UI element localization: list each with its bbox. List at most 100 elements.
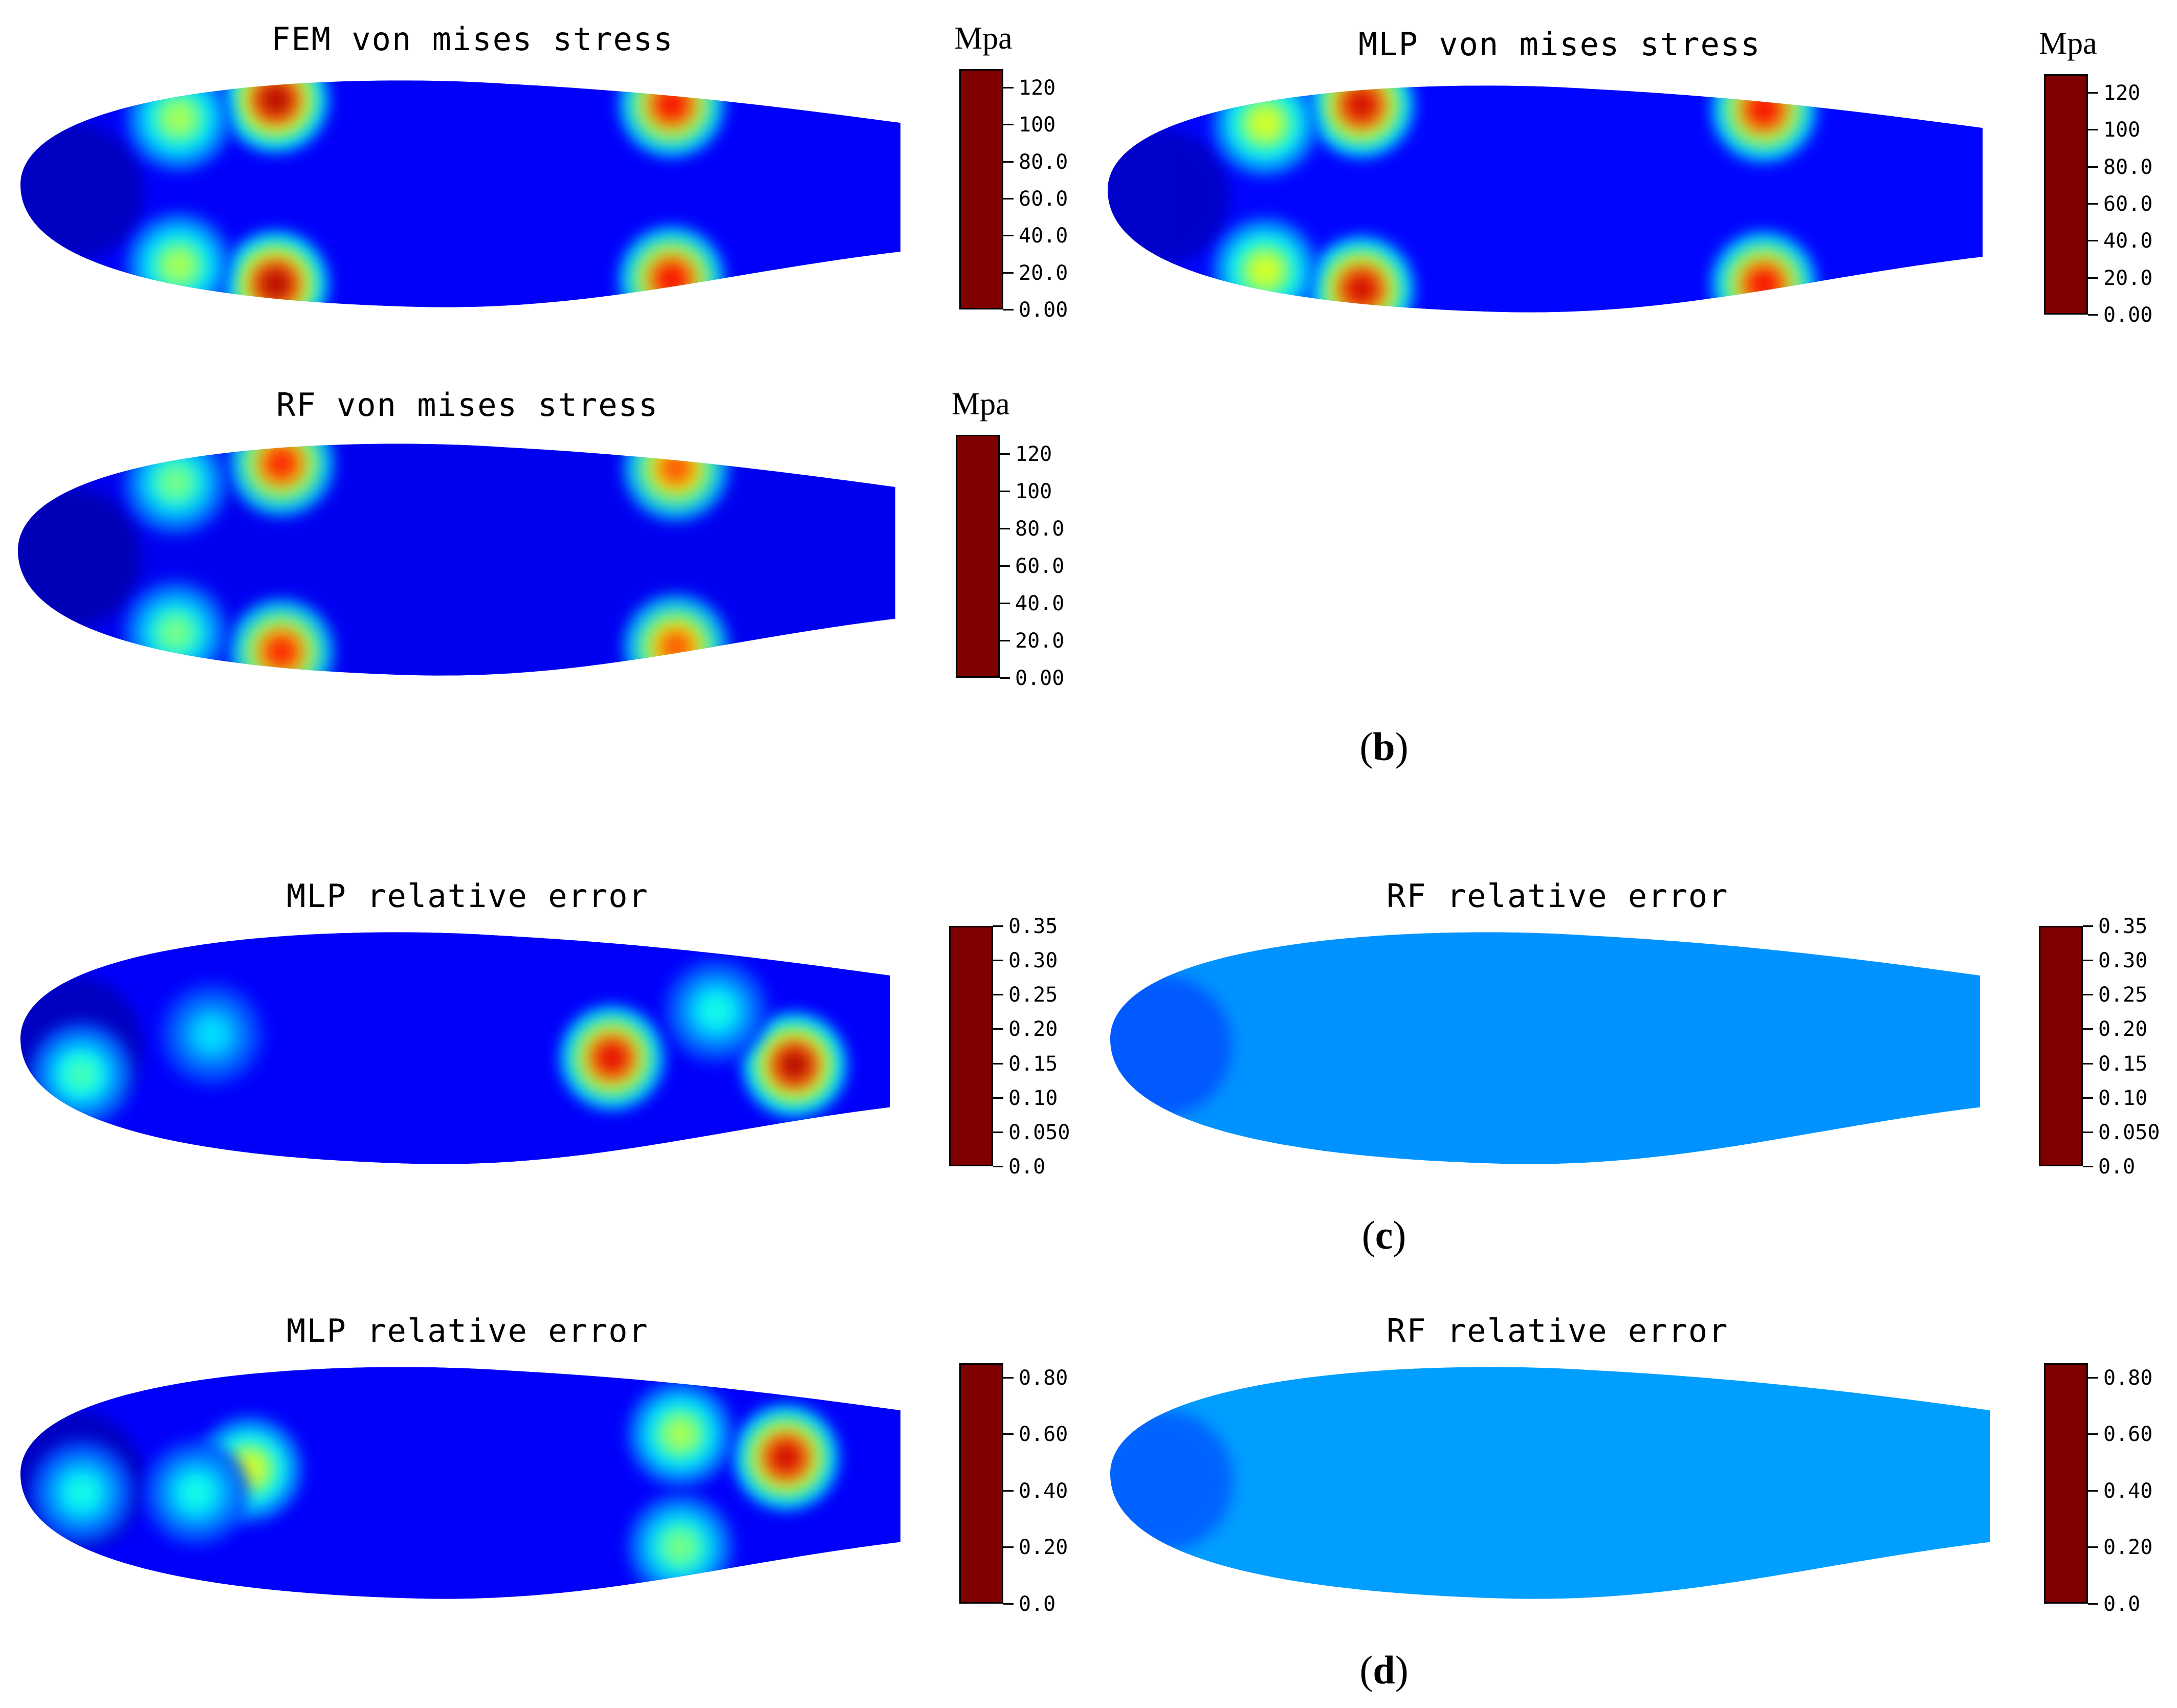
hotspot (65, 1058, 97, 1090)
chart-title: MLP relative error (287, 1312, 649, 1349)
colorbar-tick-label: 60.0 (1015, 554, 1065, 578)
colorbar (956, 435, 1000, 678)
colorbar-tick-label: 60.0 (2103, 192, 2153, 216)
hotspot (160, 466, 192, 498)
chart-title: MLP relative error (287, 877, 649, 915)
airfoil-heatmap (20, 80, 900, 307)
airfoil-heatmap (20, 1367, 900, 1599)
colorbar-tick-label: 0.30 (2098, 949, 2148, 973)
colorbar-tick-label: 0.60 (1019, 1423, 1068, 1447)
colorbar-tick-label: 0.25 (1008, 983, 1058, 1007)
airfoil-heatmap (1108, 85, 1983, 313)
colorbar-tick-label: 120 (2103, 81, 2141, 105)
colorbar-tick-label: 100 (1019, 113, 1056, 137)
colorbar-tick-label: 0.10 (2098, 1086, 2148, 1110)
hotspot (1346, 89, 1377, 121)
chart-title: RF von mises stress (276, 386, 659, 424)
colorbar (949, 926, 993, 1166)
hotspot (1249, 107, 1281, 139)
colorbar-tick-label: 0.20 (2103, 1536, 2153, 1560)
colorbar-tick-label: 0.20 (1008, 1017, 1058, 1041)
colorbar-tick-label: 0.35 (2098, 915, 2148, 938)
colorbar-tick-label: 0.40 (2103, 1479, 2153, 1503)
colorbar-tick-label: 0.30 (1008, 949, 1058, 973)
colorbar-tick-label: 100 (2103, 118, 2141, 142)
hotspot (655, 88, 688, 120)
hotspot (655, 263, 688, 295)
colorbar-tick-label: 0.0 (1019, 1592, 1056, 1616)
airfoil-heatmap (1110, 932, 1980, 1164)
colorbar-tick-label: 80.0 (1015, 517, 1065, 541)
colorbar-unit: Mpa (952, 387, 1010, 422)
colorbar-tick-label: 0.00 (1015, 667, 1065, 690)
colorbar-tick-label: 80.0 (1019, 150, 1068, 174)
caption-d: (d) (1359, 1648, 1409, 1692)
airfoil-heatmap (18, 443, 895, 676)
hotspot (1748, 94, 1780, 125)
colorbar-tick-label: 0.15 (2098, 1052, 2148, 1076)
colorbar-unit: Mpa (2039, 26, 2097, 61)
colorbar-tick-label: 120 (1015, 442, 1052, 466)
hotspot (265, 636, 297, 668)
colorbar-tick-label: 20.0 (1019, 261, 1068, 285)
hotspot (1346, 273, 1377, 305)
colorbar (959, 69, 1003, 309)
colorbar (2044, 1363, 2088, 1604)
colorbar-tick-label: 100 (1015, 479, 1052, 503)
colorbar-tick-label: 20.0 (1015, 629, 1065, 653)
colorbar-unit: Mpa (954, 21, 1013, 56)
colorbar-tick-label: 0.80 (2103, 1366, 2153, 1390)
hotspot (779, 1049, 810, 1081)
hotspot (770, 1441, 802, 1473)
colorbar-tick-label: 40.0 (1019, 224, 1068, 248)
hotspot (259, 268, 292, 300)
hotspot (1249, 255, 1281, 286)
chart-title: MLP von mises stress (1358, 26, 1761, 63)
hotspot (163, 250, 195, 281)
hotspot (700, 995, 732, 1027)
chart-title: RF relative error (1387, 877, 1729, 915)
hotspot (660, 452, 692, 484)
colorbar-tick-label: 0.15 (1008, 1052, 1058, 1076)
hotspot (265, 448, 297, 479)
colorbar-tick-label: 0.20 (1019, 1536, 1068, 1560)
caption-b: (b) (1359, 724, 1409, 769)
colorbar-tick-label: 0.60 (2103, 1423, 2153, 1447)
colorbar-tick-label: 40.0 (1015, 591, 1065, 615)
airfoil-heatmap (20, 932, 890, 1164)
colorbar-tick-label: 0.0 (2098, 1155, 2136, 1179)
colorbar-tick-label: 0.40 (1019, 1479, 1068, 1503)
hotspot (66, 1477, 98, 1509)
colorbar-tick-label: 80.0 (2103, 155, 2153, 179)
colorbar-tick-label: 0.050 (1008, 1120, 1070, 1144)
colorbar (2044, 74, 2088, 315)
hotspot (196, 1018, 228, 1050)
airfoil-body (1110, 1367, 1990, 1599)
hotspot (163, 102, 195, 134)
hotspot (259, 84, 292, 116)
colorbar-tick-label: 0.0 (1008, 1155, 1046, 1179)
colorbar-tick-label: 120 (1019, 76, 1056, 100)
colorbar (2039, 926, 2083, 1166)
colorbar (959, 1363, 1003, 1604)
colorbar-tick-label: 0.0 (2103, 1592, 2141, 1616)
colorbar-tick-label: 0.00 (2103, 303, 2153, 327)
colorbar-tick-label: 0.20 (2098, 1017, 2148, 1041)
caption-c: (c) (1361, 1213, 1406, 1257)
colorbar-tick-label: 60.0 (1019, 187, 1068, 211)
hotspot (1748, 269, 1780, 300)
colorbar-tick-label: 20.0 (2103, 266, 2153, 290)
hotspot (160, 617, 192, 649)
colorbar-tick-label: 0.25 (2098, 983, 2148, 1007)
colorbar-tick-label: 0.050 (2098, 1120, 2160, 1144)
colorbar-tick-label: 0.35 (1008, 915, 1058, 938)
chart-title: FEM von mises stress (271, 20, 674, 58)
airfoil-heatmap (1110, 1367, 1990, 1599)
colorbar-tick-label: 40.0 (2103, 229, 2153, 253)
hotspot (660, 631, 692, 663)
chart-title: RF relative error (1387, 1312, 1729, 1349)
airfoil-body (1110, 932, 1980, 1164)
colorbar-tick-label: 0.80 (1019, 1366, 1068, 1390)
hotspot (665, 1530, 696, 1563)
colorbar-tick-label: 0.10 (1008, 1086, 1058, 1110)
